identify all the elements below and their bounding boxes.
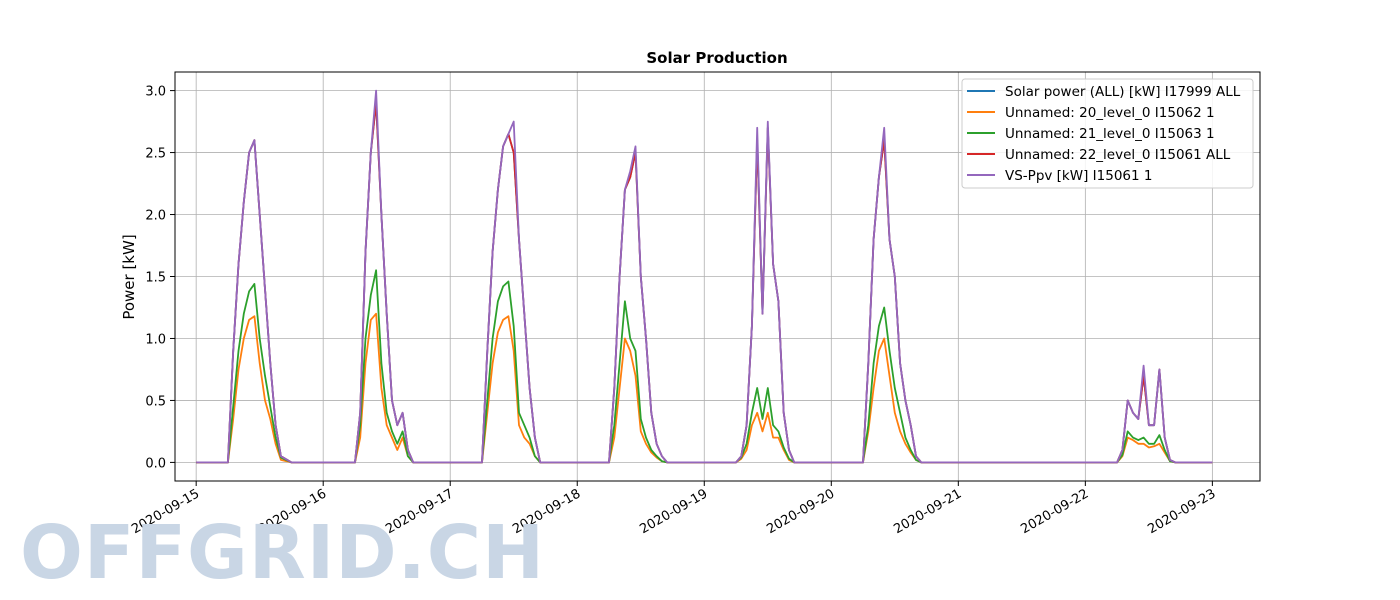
legend-label-2: Unnamed: 21_level_0 I15063 1 xyxy=(1005,126,1215,142)
series-lines xyxy=(196,89,1213,464)
y-tick-label: 3.0 xyxy=(145,85,166,100)
y-tick-label: 2.0 xyxy=(145,209,166,224)
x-tick-label: 2020-09-23 xyxy=(1145,486,1218,537)
legend-label-3: Unnamed: 22_level_0 I15061 ALL xyxy=(1005,147,1231,163)
legend-box xyxy=(961,78,1254,189)
y-tick-label: 1.5 xyxy=(145,271,166,286)
legend-label-0: Solar power (ALL) [kW] I17999 ALL xyxy=(1005,84,1241,100)
legend-label-4: VS-Ppv [kW] I15061 1 xyxy=(1005,168,1152,184)
series-line-4 xyxy=(196,89,1213,464)
x-tick-label: 2020-09-19 xyxy=(637,486,710,537)
watermark-logo: OFFGRID.CH xyxy=(20,510,546,596)
y-tick-label: 2.5 xyxy=(145,147,166,162)
y-tick-label: 1.0 xyxy=(145,332,166,347)
chart-title: Solar Production xyxy=(646,49,787,67)
legend: Solar power (ALL) [kW] I17999 ALL Unnamed… xyxy=(961,78,1254,189)
y-tick-label: 0.5 xyxy=(145,394,166,409)
x-tick-label: 2020-09-22 xyxy=(1018,486,1091,537)
y-axis-label: Power [kW] xyxy=(120,234,138,319)
y-tick-label: 0.0 xyxy=(145,456,166,471)
x-tick-label: 2020-09-20 xyxy=(764,486,837,537)
x-tick-label: 2020-09-21 xyxy=(891,486,964,537)
legend-label-1: Unnamed: 20_level_0 I15062 1 xyxy=(1005,105,1215,121)
